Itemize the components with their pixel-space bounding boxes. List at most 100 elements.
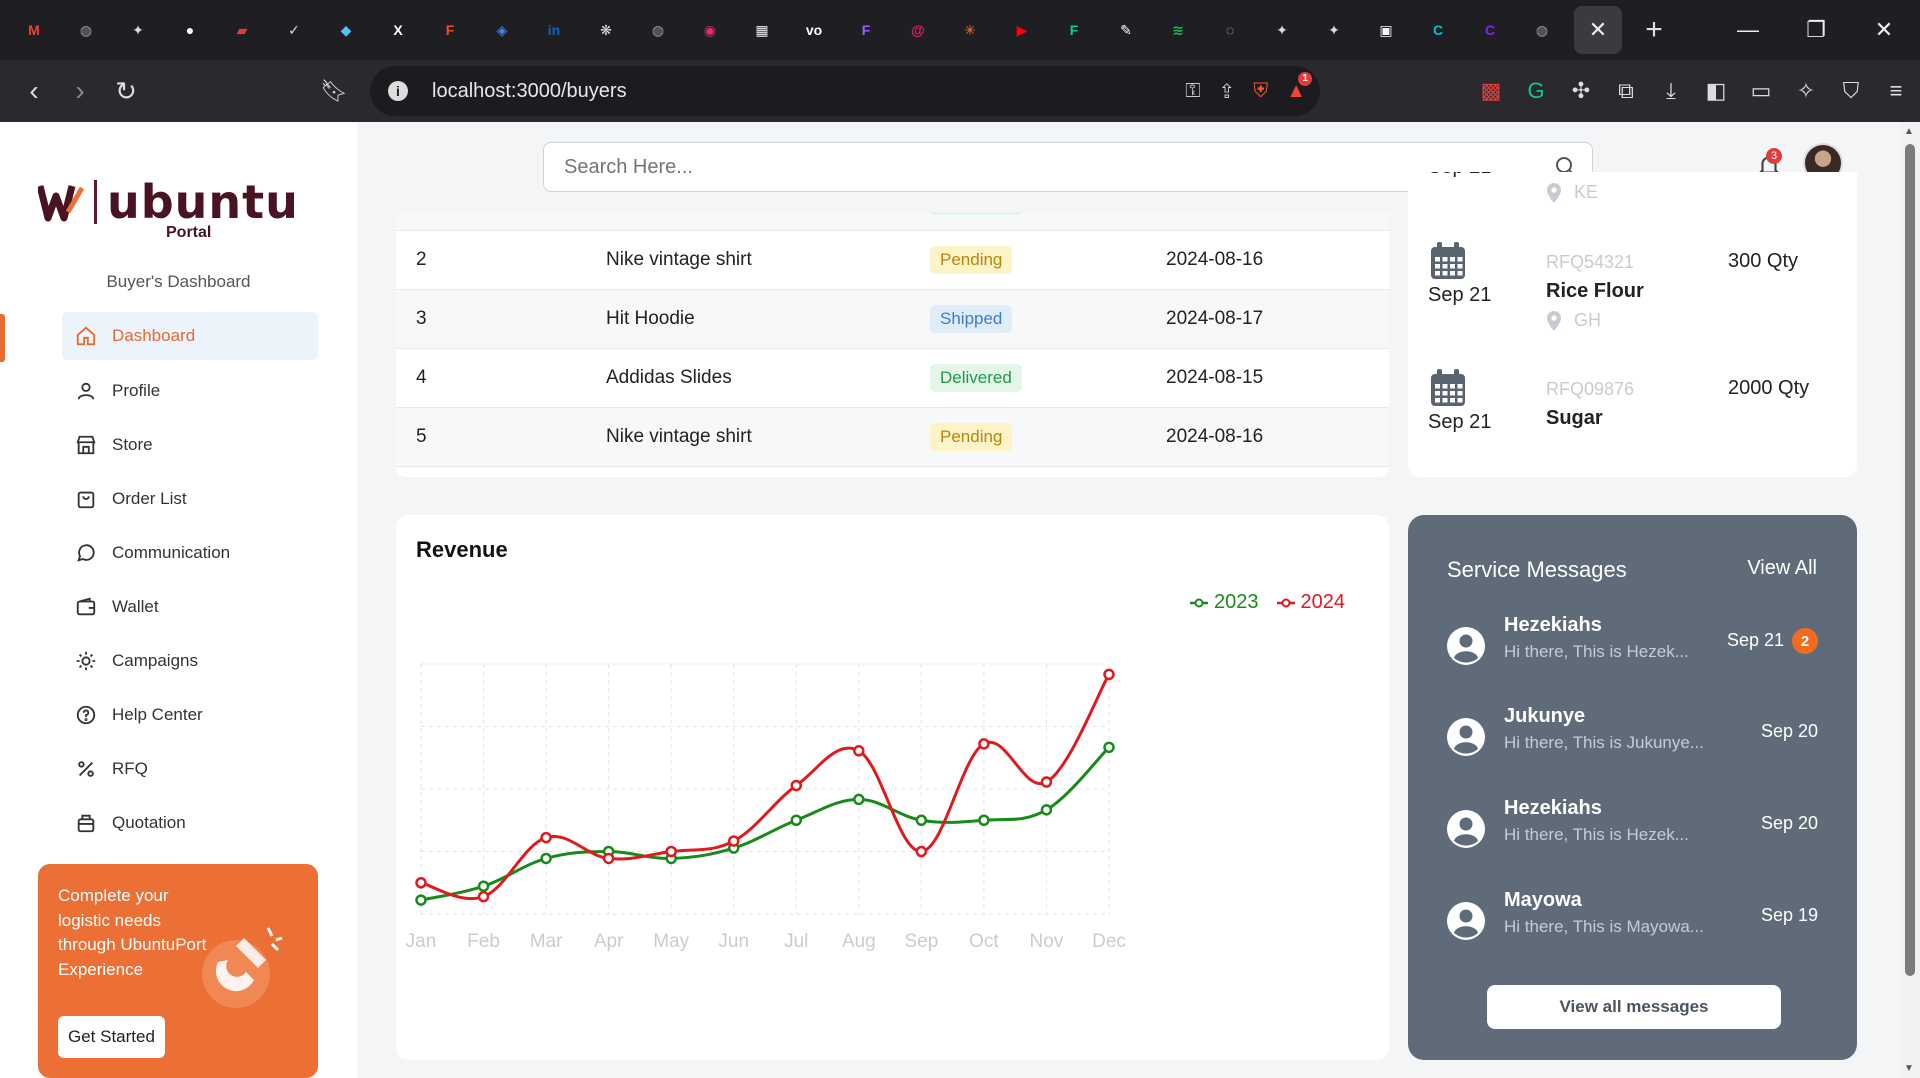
rfq-date: Sep 21 (1428, 411, 1492, 433)
sidebar-item-help-center[interactable]: Help Center (62, 688, 318, 742)
series-line-2023 (420, 746, 1111, 902)
browser-tab[interactable]: @ (892, 0, 944, 60)
sidebar-item-rfq[interactable]: RFQ (62, 742, 318, 796)
reload-button[interactable]: ↻ (115, 75, 137, 106)
brave-shield-icon[interactable]: ⛨ (1253, 79, 1269, 102)
sidebar-item-communication[interactable]: Communication (62, 526, 318, 580)
logo[interactable]: ubuntu (38, 179, 299, 225)
promo-text: Complete your logistic needs through Ubu… (58, 886, 207, 979)
browser-tab[interactable]: ◍ (632, 0, 684, 60)
wallet-icon[interactable]: ▭ (1750, 78, 1772, 103)
scroll-thumb[interactable] (1905, 144, 1915, 976)
sidebar-item-order-list[interactable]: Order List (62, 472, 318, 526)
bookmark-icon[interactable]: 🔖︎ (320, 78, 348, 103)
x-tick-label: Apr (594, 931, 624, 952)
browser-tab[interactable]: X (372, 0, 424, 60)
message-item[interactable]: Jukunye Hi there, This is Jukunye... Sep 2… (1446, 701, 1818, 771)
browser-tab[interactable]: ❋ (580, 0, 632, 60)
message-item[interactable]: Hezekiahs Hi there, This is Hezek... Sep 2… (1446, 793, 1818, 863)
vpn-icon[interactable]: ⛉ (1842, 78, 1860, 103)
sidebar-item-label: Order List (112, 489, 187, 508)
browser-tab[interactable]: ◌ (1204, 0, 1256, 60)
browser-tab[interactable]: ◆ (320, 0, 372, 60)
browser-tab[interactable]: ◍ (60, 0, 112, 60)
sidebar-item-wallet[interactable]: Wallet (62, 580, 318, 634)
rfq-item[interactable]: Sep 21 RFQ09876 Sugar 2000 Qty (1408, 351, 1857, 477)
download-icon[interactable]: ⤓ (1666, 78, 1676, 103)
sidebar-item-store[interactable]: Store (62, 418, 318, 472)
table-row[interactable]: 3 Hit Hoodie Shipped 2024-08-17 (396, 290, 1389, 349)
table-row[interactable]: 5 Nike vintage shirt Pending 2024-08-16 (396, 408, 1389, 467)
legend-item[interactable]: 2024 (1276, 591, 1345, 614)
series-line-2024 (420, 673, 1111, 900)
message-item[interactable]: Mayowa Hi there, This is Mayowa... Sep 19 (1446, 885, 1818, 955)
message-item[interactable]: Hezekiahs Hi there, This is Hezek... Sep 2… (1446, 610, 1818, 680)
rfq-item[interactable]: Sep 21 Corn Flour KE (1408, 172, 1857, 223)
rfq-item[interactable]: Sep 21 RFQ54321 Rice Flour GH 300 Qty (1408, 224, 1857, 351)
extensions-icon[interactable]: ✣ (1571, 78, 1591, 103)
grammarly-icon[interactable]: G (1527, 78, 1545, 103)
view-all-messages-button[interactable]: View all messages (1487, 985, 1781, 1029)
scroll-down-arrow-icon[interactable]: ▼ (1904, 1063, 1914, 1074)
browser-tab[interactable]: F (1048, 0, 1100, 60)
browser-tab[interactable]: ◍ (1516, 0, 1568, 60)
view-all-link[interactable]: View All (1747, 557, 1817, 579)
browser-tab[interactable]: M (8, 0, 60, 60)
figma-icon: F (445, 22, 455, 38)
close-window-button[interactable]: ✕ (1874, 17, 1894, 42)
browser-tab[interactable]: ✎ (1100, 0, 1152, 60)
scroll-up-arrow-icon[interactable]: ▲ (1904, 126, 1914, 137)
browser-tab[interactable]: C (1412, 0, 1464, 60)
leo-ai-icon[interactable]: ✧ (1796, 78, 1816, 103)
minimize-button[interactable]: — (1737, 17, 1759, 42)
browser-tab[interactable]: ● (164, 0, 216, 60)
new-tab-button[interactable]: + (1645, 13, 1663, 46)
search-input[interactable] (564, 155, 1524, 179)
share-icon[interactable]: ⇪ (1218, 80, 1236, 103)
browser-tab[interactable]: ≋ (1152, 0, 1204, 60)
browser-tab[interactable]: ▰ (216, 0, 268, 60)
brave-rewards-icon[interactable]: ▲ 1 (1286, 71, 1313, 103)
sidebar-item-dashboard[interactable]: Dashboard (62, 312, 318, 360)
back-button[interactable]: ‹ (29, 75, 39, 106)
message-preview: Hi there, This is Mayowa... (1504, 917, 1704, 936)
menu-icon[interactable]: ≡ (1889, 78, 1903, 103)
extension-puzzle-icon[interactable]: ▩ (1480, 78, 1502, 103)
browser-tab[interactable]: ✦ (112, 0, 164, 60)
status-badge: Shipped (930, 305, 1013, 333)
browser-tab[interactable]: vo (788, 0, 840, 60)
browser-tab[interactable]: C (1464, 0, 1516, 60)
browser-tab[interactable]: ✳ (944, 0, 996, 60)
reader-icon[interactable]: ⧉ (1618, 78, 1634, 103)
forward-button[interactable]: › (75, 75, 85, 106)
browser-tab[interactable]: F (424, 0, 476, 60)
table-row[interactable]: 4 Addidas Slides Delivered 2024-08-15 (396, 349, 1389, 408)
browser-tab[interactable]: in (528, 0, 580, 60)
browser-tab[interactable]: F (840, 0, 892, 60)
site-info-icon[interactable]: i (388, 81, 408, 101)
sidebar-item-campaigns[interactable]: Campaigns (62, 634, 318, 688)
legend-item[interactable]: 2023 (1190, 591, 1259, 614)
get-started-button[interactable]: Get Started (58, 1016, 165, 1058)
page-scrollbar[interactable]: ▲ ▼ (1900, 122, 1920, 1078)
order-product: Hit Hoodie (606, 308, 695, 329)
sidebar-item-quotation[interactable]: Quotation (62, 796, 318, 850)
browser-tab[interactable]: ▶ (996, 0, 1048, 60)
browser-tab[interactable]: ▦ (736, 0, 788, 60)
browser-tab[interactable]: ◉ (684, 0, 736, 60)
table-row[interactable]: 2 Nike vintage shirt Pending 2024-08-16 (396, 231, 1389, 290)
address-bar[interactable]: i localhost:3000/buyers ⚿ ⇪ ⛨ ▲ 1 (370, 66, 1320, 116)
browser-tab[interactable]: ✓ (268, 0, 320, 60)
sidebar-item-profile[interactable]: Profile (62, 364, 318, 418)
key-icon[interactable]: ⚿ (1185, 79, 1201, 102)
close-tab-button[interactable]: ✕ (1574, 6, 1622, 54)
figma-icon: F (1069, 22, 1079, 38)
message-preview: Hi there, This is Hezek... (1504, 825, 1689, 844)
browser-tab[interactable]: ▣ (1360, 0, 1412, 60)
browser-tab[interactable]: ✦ (1308, 0, 1360, 60)
restore-button[interactable]: ❐ (1806, 17, 1826, 42)
sidebar-toggle-icon[interactable]: ◧ (1705, 78, 1727, 103)
browser-tab[interactable]: ◈ (476, 0, 528, 60)
browser-tab[interactable]: ✦ (1256, 0, 1308, 60)
